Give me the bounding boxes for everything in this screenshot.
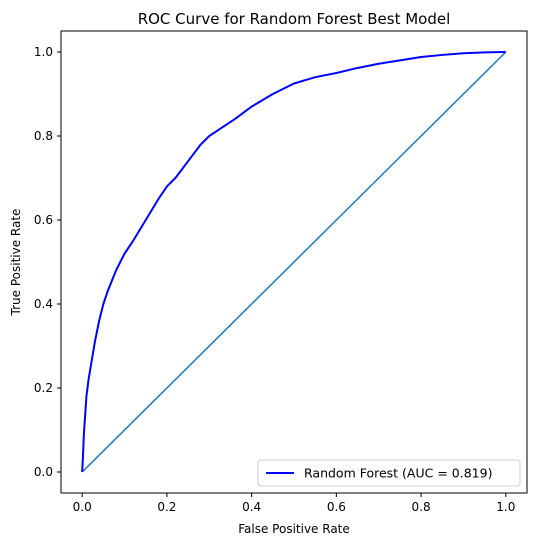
y-tick-label: 1.0 <box>34 45 53 59</box>
y-tick-label: 0.6 <box>34 213 53 227</box>
legend: Random Forest (AUC = 0.819) <box>257 459 521 487</box>
x-axis: 0.0 0.2 0.4 0.6 0.8 1.0 <box>73 493 515 514</box>
x-tick-label: 0.6 <box>327 500 346 514</box>
series-line-random-forest <box>81 51 506 473</box>
plot-area <box>81 51 507 473</box>
x-tick-label: 0.8 <box>412 500 431 514</box>
legend-label-random-forest: Random Forest (AUC = 0.819) <box>304 466 492 481</box>
x-tick-label: 1.0 <box>496 500 515 514</box>
y-axis-label: True Positive Rate <box>9 209 23 317</box>
y-axis: 0.0 0.2 0.4 0.6 0.8 1.0 <box>34 45 61 479</box>
y-tick-label: 0.0 <box>34 465 53 479</box>
legend-box <box>257 459 521 487</box>
y-tick-label: 0.8 <box>34 129 53 143</box>
x-tick-label: 0.4 <box>242 500 261 514</box>
plot-frame <box>60 30 528 494</box>
series-line-reference-diagonal <box>81 51 507 473</box>
x-tick-label: 0.0 <box>73 500 92 514</box>
chart-title: ROC Curve for Random Forest Best Model <box>138 10 451 28</box>
x-tick-label: 0.2 <box>157 500 176 514</box>
y-tick-label: 0.2 <box>34 381 53 395</box>
x-axis-label: False Positive Rate <box>238 522 350 536</box>
y-tick-label: 0.4 <box>34 297 53 311</box>
